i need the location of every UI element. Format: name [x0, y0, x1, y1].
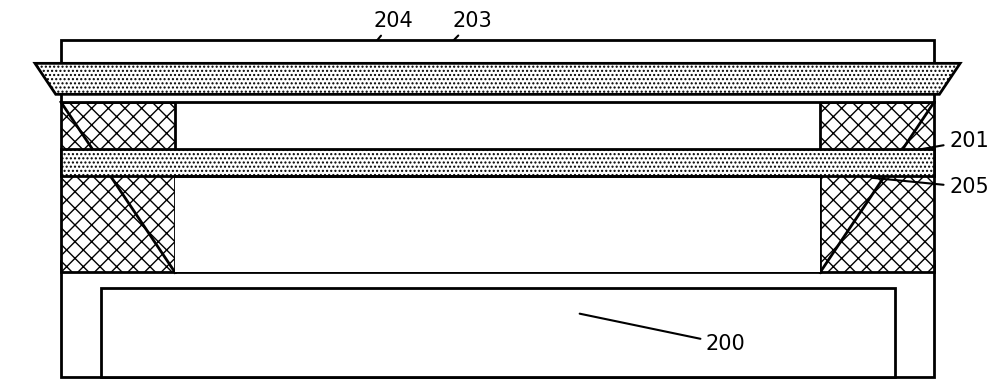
Bar — [175, 176, 820, 273]
Bar — [61, 261, 934, 377]
Text: 203: 203 — [410, 11, 493, 85]
Text: 200: 200 — [580, 314, 746, 354]
Bar — [820, 102, 934, 273]
Polygon shape — [35, 63, 960, 94]
Text: 201: 201 — [872, 131, 989, 158]
Text: 204: 204 — [341, 11, 413, 85]
Polygon shape — [61, 40, 934, 102]
Text: 205: 205 — [872, 177, 989, 197]
Bar — [61, 149, 934, 176]
Bar — [101, 288, 895, 377]
Bar — [61, 102, 175, 273]
